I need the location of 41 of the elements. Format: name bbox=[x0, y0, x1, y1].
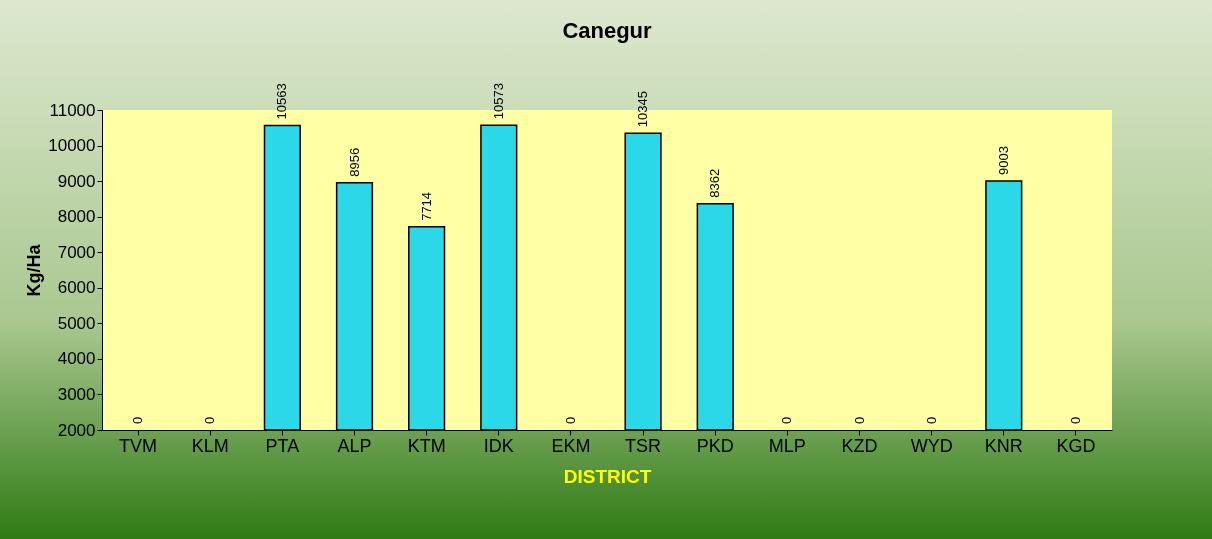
y-tick-label: 3000 bbox=[57, 384, 96, 404]
x-tick-label: MLP bbox=[768, 435, 806, 456]
x-tick-label: KNR bbox=[984, 435, 1023, 456]
x-tick-label: TSR bbox=[625, 435, 662, 456]
y-tick-label: 11000 bbox=[49, 100, 96, 120]
y-tick-label: 7000 bbox=[57, 242, 96, 262]
text: 0 bbox=[562, 416, 578, 424]
text: 0 bbox=[851, 416, 867, 424]
x-tick-label: EKM bbox=[551, 435, 591, 456]
chart-title: Canegur bbox=[562, 18, 653, 44]
x-tick-label: PKD bbox=[696, 435, 734, 456]
x-axis-title: DISTRICT bbox=[563, 465, 652, 487]
y-axis-title: Kg/Ha bbox=[24, 243, 45, 297]
x-tick-label: KZD bbox=[841, 435, 878, 456]
x-tick-label: ALP bbox=[337, 435, 372, 456]
data-label: 9003 bbox=[995, 146, 1011, 175]
y-tick-label: 6000 bbox=[57, 278, 96, 298]
y-tick-label: 9000 bbox=[57, 171, 96, 191]
text: 0 bbox=[130, 416, 146, 424]
data-label: 10563 bbox=[274, 83, 290, 120]
x-tick-label: KGD bbox=[1056, 435, 1096, 456]
x-tick-label: KLM bbox=[191, 435, 229, 456]
x-tick-label: IDK bbox=[483, 435, 514, 456]
y-tick-label: 8000 bbox=[57, 207, 96, 227]
x-tick-label: KTM bbox=[407, 435, 446, 456]
data-label: 8362 bbox=[707, 168, 723, 198]
y-tick-label: 4000 bbox=[57, 349, 96, 369]
x-tick-label: PTA bbox=[265, 435, 300, 456]
text: 0 bbox=[202, 416, 218, 424]
data-label: 10573 bbox=[490, 83, 506, 120]
text: 0 bbox=[779, 416, 795, 424]
data-label: 8956 bbox=[346, 147, 362, 177]
y-tick-label: 10000 bbox=[48, 136, 96, 156]
text: 0 bbox=[923, 416, 939, 424]
data-label: 10345 bbox=[635, 91, 651, 128]
text: 0 bbox=[1067, 416, 1083, 424]
x-tick-label: TVM bbox=[119, 435, 158, 456]
y-tick-label: 2000 bbox=[57, 420, 96, 440]
data-label: 7714 bbox=[418, 191, 434, 221]
x-tick-label: WYD bbox=[910, 435, 953, 456]
y-tick-label: 5000 bbox=[57, 313, 96, 333]
